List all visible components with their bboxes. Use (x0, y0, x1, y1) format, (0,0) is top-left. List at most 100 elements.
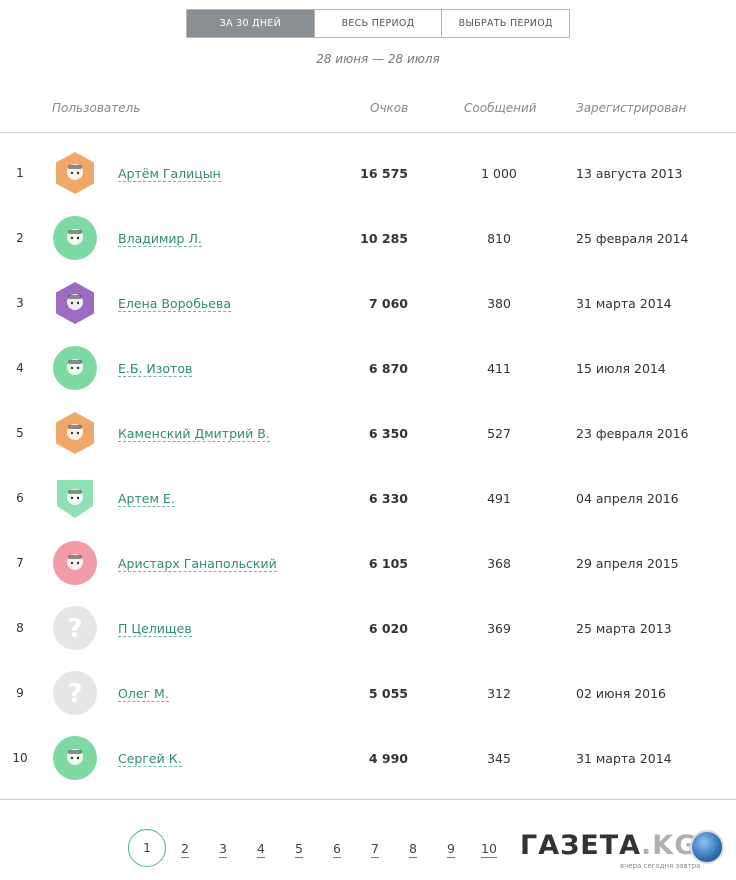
avatar-hexagon-icon[interactable] (53, 411, 97, 455)
tab-choose-period[interactable]: ВЫБРАТЬ ПЕРИОД (441, 10, 570, 37)
page-number: 2 (181, 840, 189, 858)
table-row: 6 Артем Е. 6 330 491 04 апреля 2016 (0, 466, 736, 531)
avatar-hexagon-icon[interactable] (53, 281, 97, 325)
messages-value: 1 000 (481, 166, 517, 181)
avatar-circle-icon[interactable] (53, 736, 97, 780)
column-header-points: Очков (370, 101, 409, 115)
page-number: 10 (481, 840, 497, 858)
page-number: 3 (219, 840, 227, 858)
rank-number: 6 (16, 491, 24, 505)
page-number: 1 (143, 840, 151, 855)
rank-number: 2 (16, 231, 24, 245)
registered-date: 13 августа 2013 (576, 166, 683, 181)
user-name-link[interactable]: Елена Воробьева (118, 296, 231, 312)
table-row: 10 Сергей К. 4 990 345 31 марта 2014 (0, 726, 736, 791)
column-header-registered: Зарегистрирован (576, 101, 687, 115)
period-tabs: ЗА 30 ДНЕЙ ВЕСЬ ПЕРИОД ВЫБРАТЬ ПЕРИОД (186, 9, 570, 38)
rank-number: 3 (16, 296, 24, 310)
page-number: 9 (447, 840, 455, 858)
table-row: 9? Олег М. 5 055 312 02 июня 2016 (0, 661, 736, 726)
table-row: 8? П Целищев 6 020 369 25 марта 2013 (0, 596, 736, 661)
table-row: 5 Каменский Дмитрий В. 6 350 527 23 февраля … (0, 401, 736, 466)
avatar-circle-icon[interactable] (53, 541, 97, 585)
page-link-6[interactable]: 6 (318, 840, 356, 858)
points-value: 6 330 (368, 491, 408, 506)
globe-icon (690, 830, 724, 864)
registered-date: 31 марта 2014 (576, 751, 672, 766)
watermark-logo-text: ГАЗЕТА.KG (520, 830, 698, 861)
points-value: 6 105 (368, 556, 408, 571)
page-link-7[interactable]: 7 (356, 840, 394, 858)
messages-value: 411 (487, 361, 511, 376)
rank-number: 8 (16, 621, 24, 635)
points-value: 6 350 (368, 426, 408, 441)
user-name-link[interactable]: Владимир Л. (118, 231, 202, 247)
page-link-9[interactable]: 9 (432, 840, 470, 858)
table-row: 3 Елена Воробьева 7 060 380 31 марта 2014 (0, 271, 736, 336)
pagination: 1 2 3 4 5 6 7 8 9 10 (128, 828, 508, 868)
page-link-5[interactable]: 5 (280, 840, 318, 858)
user-name-link[interactable]: Артем Е. (118, 491, 175, 507)
registered-date: 31 марта 2014 (576, 296, 672, 311)
points-value: 16 575 (360, 166, 408, 181)
page-link-4[interactable]: 4 (242, 840, 280, 858)
page-link-1[interactable]: 1 (128, 829, 166, 867)
page-number: 7 (371, 840, 379, 858)
registered-date: 25 марта 2013 (576, 621, 672, 636)
page-link-3[interactable]: 3 (204, 840, 242, 858)
rank-number: 10 (12, 751, 28, 765)
user-name-link[interactable]: Каменский Дмитрий В. (118, 426, 270, 442)
column-header-messages: Сообщений (464, 101, 537, 115)
question-mark-icon[interactable]: ? (53, 671, 97, 715)
registered-date: 25 февраля 2014 (576, 231, 689, 246)
watermark-tagline: вчера сегодня завтра (620, 862, 701, 870)
watermark-logo: ГАЗЕТА.KG вчера сегодня завтра (520, 828, 730, 876)
table-header: Пользователь Очков Сообщений Зарегистрир… (0, 101, 736, 121)
rank-number: 9 (16, 686, 24, 700)
user-name-link[interactable]: Е.Б. Изотов (118, 361, 193, 377)
registered-date: 04 апреля 2016 (576, 491, 679, 506)
leaderboard-table: 1 Артём Галицын 16 575 1 000 13 августа 2013… (0, 141, 736, 791)
messages-value: 380 (487, 296, 511, 311)
rank-number: 5 (16, 426, 24, 440)
page-link-2[interactable]: 2 (166, 840, 204, 858)
registered-date: 29 апреля 2015 (576, 556, 679, 571)
page-link-8[interactable]: 8 (394, 840, 432, 858)
points-value: 5 055 (368, 686, 408, 701)
svg-text:?: ? (67, 679, 82, 709)
tab-30-days[interactable]: ЗА 30 ДНЕЙ (187, 10, 314, 37)
tab-all-time[interactable]: ВЕСЬ ПЕРИОД (313, 10, 442, 37)
user-name-link[interactable]: Артём Галицын (118, 166, 221, 182)
points-value: 7 060 (368, 296, 408, 311)
messages-value: 369 (487, 621, 511, 636)
messages-value: 810 (487, 231, 511, 246)
page-link-10[interactable]: 10 (470, 840, 508, 858)
period-label: 28 июня — 28 июля (316, 52, 440, 66)
question-mark-icon[interactable]: ? (53, 606, 97, 650)
points-value: 6 870 (368, 361, 408, 376)
avatar-circle-icon[interactable] (53, 216, 97, 260)
rank-number: 1 (16, 166, 24, 180)
registered-date: 02 июня 2016 (576, 686, 667, 701)
watermark-logo-suffix: .KG (641, 830, 698, 861)
messages-value: 527 (487, 426, 511, 441)
table-row: 1 Артём Галицын 16 575 1 000 13 августа 2013 (0, 141, 736, 206)
registered-date: 23 февраля 2016 (576, 426, 689, 441)
avatar-circle-icon[interactable] (53, 346, 97, 390)
messages-value: 368 (487, 556, 511, 571)
user-name-link[interactable]: П Целищев (118, 621, 192, 637)
avatar-shield-icon[interactable] (53, 476, 97, 520)
page-number: 5 (295, 840, 303, 858)
user-name-link[interactable]: Аристарх Ганапольский (118, 556, 277, 572)
rank-number: 7 (16, 556, 24, 570)
registered-date: 15 июля 2014 (576, 361, 666, 376)
user-name-link[interactable]: Сергей К. (118, 751, 182, 767)
points-value: 6 020 (368, 621, 408, 636)
page-number: 6 (333, 840, 341, 858)
table-row: 2 Владимир Л. 10 285 810 25 февраля 2014 (0, 206, 736, 271)
points-value: 4 990 (368, 751, 408, 766)
points-value: 10 285 (360, 231, 408, 246)
avatar-hexagon-icon[interactable] (53, 151, 97, 195)
user-name-link[interactable]: Олег М. (118, 686, 169, 702)
table-row: 7 Аристарх Ганапольский 6 105 368 29 апреля … (0, 531, 736, 596)
